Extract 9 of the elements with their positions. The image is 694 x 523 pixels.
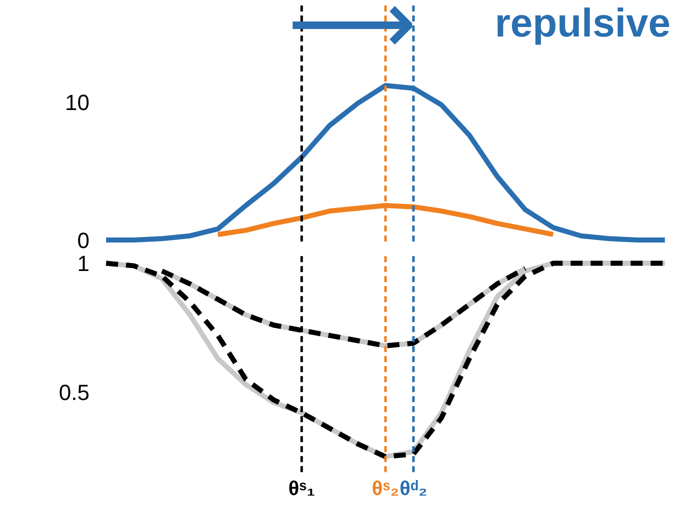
x-tick-label: θᵈ₂ <box>400 478 428 500</box>
y-tick-label: 0.5 <box>58 380 90 406</box>
x-tick-label: θˢ₂ <box>372 478 400 500</box>
annotation: repulsive <box>494 2 671 46</box>
y-tick-label: 10 <box>65 90 90 116</box>
annotation: ⟶ <box>287 0 416 74</box>
y-tick-label: 0 <box>77 228 90 253</box>
y-tick-label: 1 <box>77 251 90 276</box>
x-tick-label: θˢ₁ <box>288 478 315 500</box>
